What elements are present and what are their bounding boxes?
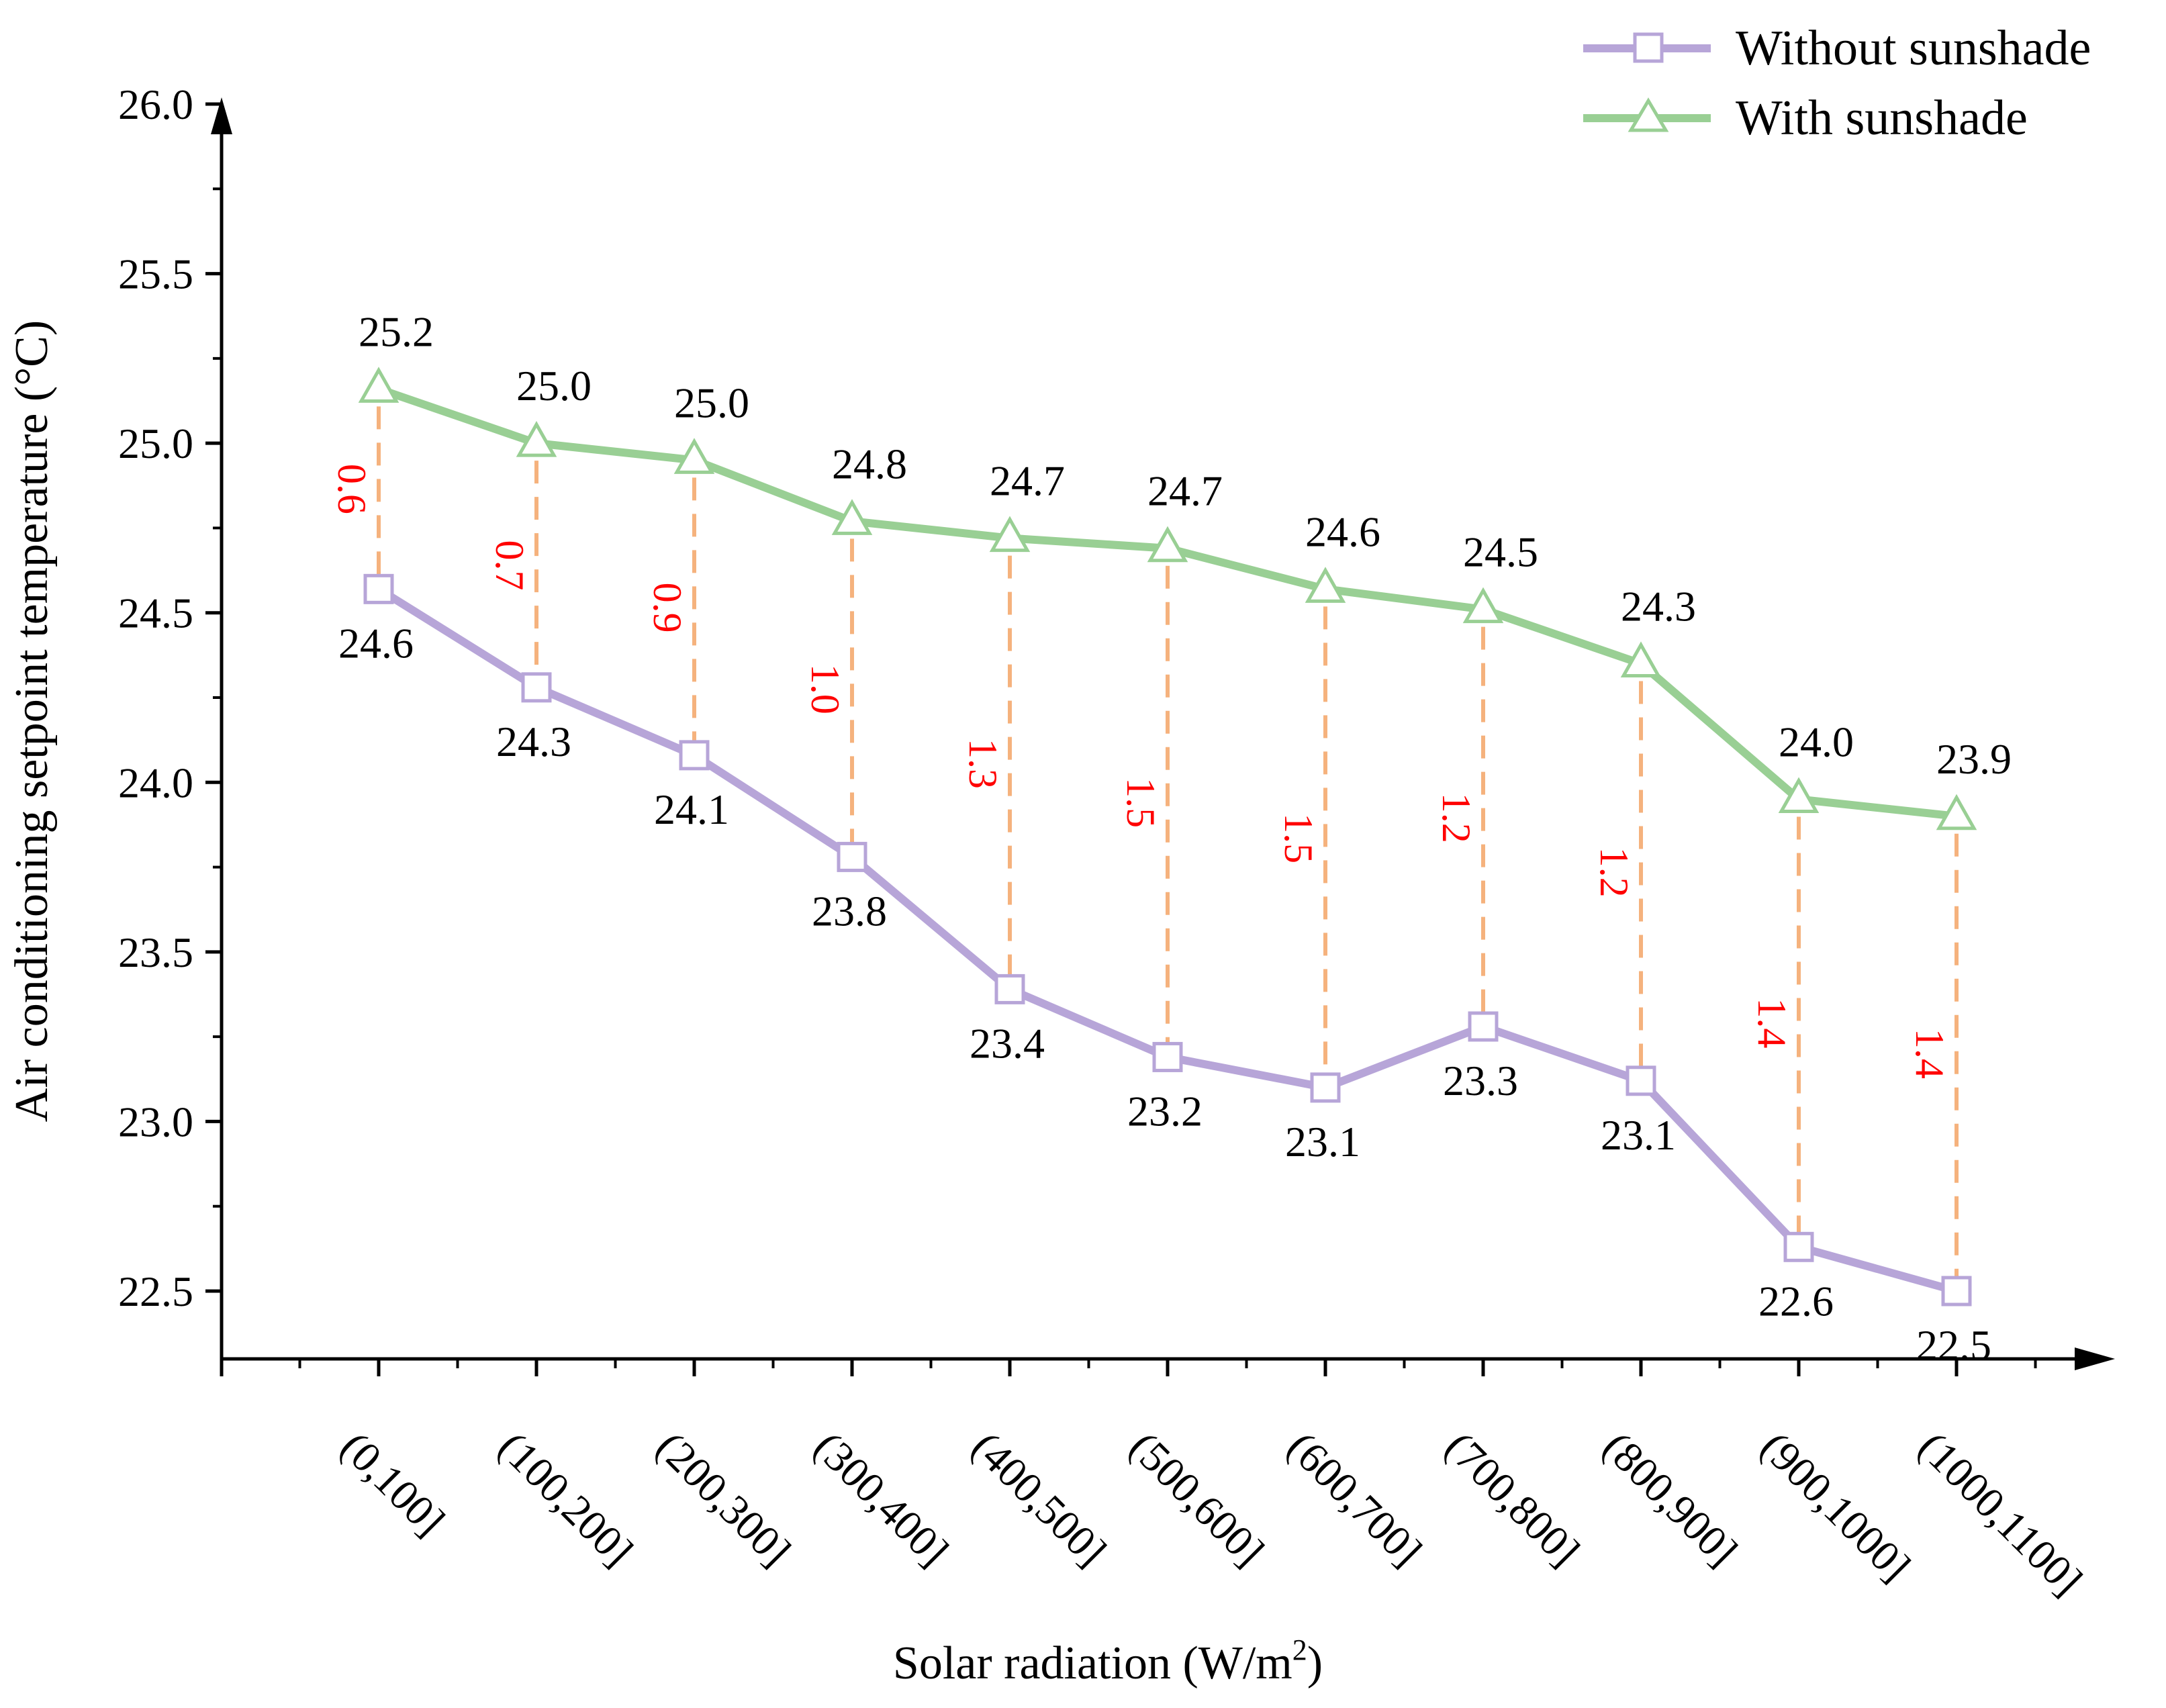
square-marker [1941, 1276, 1972, 1307]
difference-label: 0.7 [487, 540, 532, 590]
legend: Without sunshade With sunshade [1583, 21, 2091, 146]
data-label-without-sunshade: 24.3 [496, 718, 571, 765]
legend-label-without-sunshade: Without sunshade [1736, 21, 2091, 76]
difference-label: 0.6 [330, 464, 374, 514]
difference-label: 1.4 [1908, 1029, 1952, 1079]
data-label-without-sunshade: 24.1 [654, 786, 729, 833]
data-label-with-sunshade: 24.7 [1147, 467, 1223, 515]
triangle-marker [1778, 777, 1820, 814]
y-tick-label: 26.0 [118, 81, 193, 128]
label-layer: 24.6 24.3 24.1 23.8 23.4 23.2 23.1 23.3 23.1 22.6… [330, 307, 2012, 1369]
difference-label: 1.2 [1592, 847, 1636, 898]
square-marker [679, 740, 710, 771]
difference-label: 0.9 [645, 583, 690, 633]
difference-label: 1.3 [961, 739, 1005, 789]
y-axis-title: Air conditioning setpoint temperature (°… [6, 320, 58, 1122]
data-label-with-sunshade: 24.6 [1305, 508, 1380, 555]
square-marker [1310, 1072, 1341, 1103]
data-label-without-sunshade: 23.1 [1285, 1118, 1360, 1166]
data-label-without-sunshade: 23.4 [970, 1019, 1045, 1067]
difference-label: 1.5 [1119, 777, 1163, 828]
x-axis-arrow [2075, 1347, 2115, 1370]
square-marker [837, 841, 867, 872]
data-label-without-sunshade: 22.6 [1758, 1277, 1834, 1325]
square-marker [521, 672, 552, 703]
difference-lines [377, 406, 1959, 1276]
data-label-without-sunshade: 24.6 [338, 619, 414, 667]
triangle-marker [1147, 526, 1188, 563]
legend-entry-without-sunshade: Without sunshade [1583, 21, 2091, 76]
triangle-marker [1305, 567, 1346, 603]
triangle-marker [516, 421, 557, 457]
legend-triangle-marker [1628, 97, 1669, 132]
data-label-without-sunshade: 22.5 [1916, 1321, 1991, 1369]
y-tick-label: 25.0 [118, 420, 193, 467]
triangle-marker [358, 367, 399, 403]
difference-label: 1.2 [1434, 793, 1478, 843]
y-tick-label: 23.0 [118, 1098, 193, 1145]
square-marker [1783, 1231, 1814, 1262]
triangle-marker [989, 516, 1031, 553]
difference-label: 1.4 [1750, 998, 1794, 1048]
square-marker [363, 573, 394, 604]
data-label-without-sunshade: 23.1 [1601, 1111, 1676, 1159]
triangle-marker [831, 499, 873, 535]
triangle-marker [1620, 641, 1662, 677]
y-axis-arrow [211, 97, 232, 134]
y-tick-label: 25.5 [118, 250, 193, 298]
legend-label-with-sunshade: With sunshade [1736, 91, 2028, 146]
data-label-with-sunshade: 25.0 [516, 362, 592, 410]
y-tick-label: 24.0 [118, 759, 193, 806]
data-label-with-sunshade: 24.8 [832, 440, 907, 487]
data-label-without-sunshade: 23.3 [1443, 1057, 1518, 1104]
difference-label: 1.0 [803, 664, 847, 714]
triangle-marker [1936, 794, 1977, 831]
square-marker [994, 974, 1025, 1004]
square-marker [1468, 1011, 1499, 1042]
square-marker [1626, 1065, 1656, 1096]
data-label-with-sunshade: 23.9 [1936, 735, 2012, 783]
data-label-with-sunshade: 24.0 [1779, 718, 1854, 766]
square-marker [1152, 1041, 1183, 1072]
data-label-without-sunshade: 23.2 [1127, 1087, 1203, 1135]
data-label-with-sunshade: 25.0 [674, 379, 749, 426]
data-label-with-sunshade: 24.7 [990, 457, 1065, 505]
legend-entry-with-sunshade: With sunshade [1583, 91, 2028, 146]
data-label-without-sunshade: 23.8 [812, 887, 887, 935]
y-tick-label: 23.5 [118, 929, 193, 976]
x-axis-title: Solar radiation (W/m2) [893, 1633, 1323, 1689]
data-label-with-sunshade: 24.5 [1463, 528, 1538, 576]
series-layer [358, 367, 1977, 1307]
y-tick-label: 22.5 [118, 1268, 193, 1315]
triangle-marker [1462, 587, 1504, 624]
data-label-with-sunshade: 24.3 [1621, 582, 1696, 630]
y-tick-label: 24.5 [118, 589, 193, 637]
triangle-marker [673, 438, 715, 474]
data-label-with-sunshade: 25.2 [359, 307, 434, 355]
difference-label: 1.5 [1276, 813, 1321, 863]
legend-square-marker [1633, 32, 1664, 63]
